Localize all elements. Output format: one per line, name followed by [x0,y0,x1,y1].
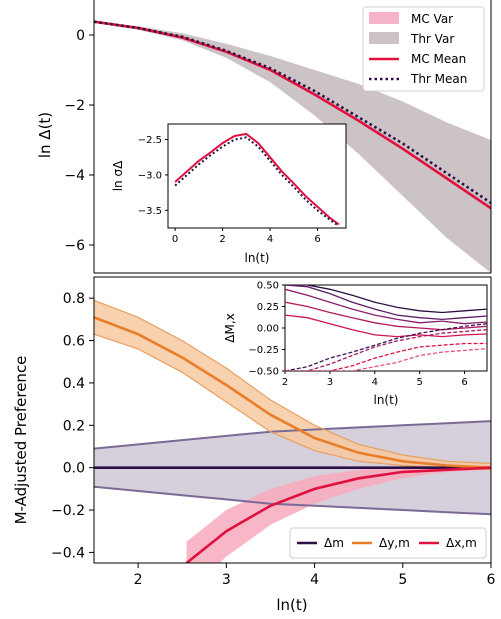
top-inset: 0 2 4 6 −2.5 −3.0 −3.5 ln(t) ln σΔ [111,123,347,265]
bottom-x-tick-label: 4 [310,572,319,588]
bottom-x-tick-label: 6 [487,572,496,588]
legend-delta-m-label: Δm [324,536,344,550]
bottom-inset-y-tick-label: −0.25 [248,345,279,356]
inset-trajectory-line [285,288,487,325]
bottom-plot-area [94,299,491,563]
top-inset-plot-area [174,132,340,227]
bottom-y-tick-label: −0.2 [51,503,85,519]
inset-mc-line [174,132,340,226]
top-inset-x-tick-label: 4 [267,234,273,245]
top-plot-area [94,20,491,273]
bottom-inset-y-tick-label: 0.00 [257,324,279,335]
bottom-x-ticks: 2 3 4 5 6 [134,563,496,588]
top-inset-x-label: ln(t) [244,251,269,265]
top-inset-x-tick-label: 2 [219,234,225,245]
legend-mc-var-swatch [369,12,399,24]
top-legend: MC Var Thr Var MC Mean Thr Mean [362,6,485,92]
inset-trajectory-line [285,347,487,371]
top-y-tick-label: −6 [64,238,85,254]
bottom-y-ticks: 0.8 0.6 0.4 0.2 0.0 −0.2 −0.4 [51,291,94,561]
bottom-inset-x-tick-label: 2 [282,377,288,388]
legend-mc-mean-label: MC Mean [411,52,466,66]
top-y-tick-label: −4 [64,168,85,184]
bottom-x-tick-label: 2 [134,572,143,588]
top-y-axis-label: ln Δ(t) [36,112,54,158]
bottom-inset-y-tick-label: −0.50 [248,367,279,378]
delta-xm-line [185,466,491,563]
top-y-ticks: 0 −2 −4 −6 [64,28,94,254]
delta-m-upper-edge [94,420,491,450]
top-y-tick-label: −2 [64,98,85,114]
bottom-x-tick-label: 3 [222,572,231,588]
delta-xm-band [186,467,491,563]
bottom-inset-y-tick-label: 0.25 [257,302,279,313]
bottom-frame [93,276,492,564]
delta-m-lower-edge [94,485,491,516]
bottom-inset-x-ticks: 2 3 4 5 6 [282,371,468,388]
bottom-y-axis-label: M-Adjusted Preference [12,356,30,525]
top-y-tick-label: 0 [76,28,85,44]
bottom-inset-x-label: ln(t) [373,393,398,407]
top-inset-y-label: ln σΔ [111,160,125,191]
top-legend-frame [362,6,485,92]
bottom-y-tick-label: −0.4 [51,545,85,561]
bottom-legend-frame [289,527,487,559]
delta-ym-upper-edge [94,299,491,464]
top-inset-x-tick-label: 6 [314,234,320,245]
legend-delta-ym-label: Δy,m [379,536,410,550]
legend-thr-var-label: Thr Var [410,32,454,46]
delta-ym-band [94,300,491,470]
top-inset-x-tick-label: 0 [172,234,178,245]
bottom-y-tick-label: 0.8 [63,291,85,307]
thr-var-band [94,21,491,273]
legend-thr-mean-label: Thr Mean [410,72,467,86]
thr-mean-line [94,20,491,205]
legend-mc-var-label: MC Var [411,12,453,26]
bottom-y-tick-label: 0.6 [63,334,85,350]
bottom-panel: 0.8 0.6 0.4 0.2 0.0 −0.2 −0.4 2 3 4 5 6 ln(t) M-Ad… [12,276,496,614]
bottom-inset-y-label: ΔM,x [223,313,237,342]
top-panel: 0 −2 −4 −6 ln Δ(t) MC Var Thr Var MC Mean T… [36,0,492,274]
inset-trajectory-line [285,323,487,371]
inset-thr-line [174,136,340,227]
top-inset-y-tick-label: −2.5 [138,135,162,146]
bottom-x-axis-label: ln(t) [276,596,307,614]
inset-trajectory-line [285,301,487,331]
legend-thr-var-swatch [369,32,399,44]
bottom-inset-x-tick-label: 3 [327,377,333,388]
delta-ym-line [94,316,491,469]
bottom-inset-y-tick-label: 0.50 [257,281,279,292]
inset-trajectory-line [285,285,487,321]
bottom-y-tick-label: 0.2 [63,418,85,434]
top-inset-y-tick-label: −3.0 [138,170,162,181]
bottom-y-tick-label: 0.0 [63,461,85,477]
bottom-legend: Δm Δy,m Δx,m [289,527,487,559]
top-inset-x-ticks: 0 2 4 6 [172,228,321,245]
inset-trajectory-line [285,329,487,371]
bottom-inset-y-ticks: 0.50 0.25 0.00 −0.25 −0.50 [248,281,285,378]
legend-delta-xm-label: Δx,m [446,536,477,550]
bottom-x-tick-label: 5 [398,572,407,588]
bottom-inset: 2 3 4 5 6 0.50 0.25 0.00 −0.25 −0.50 ln(t) ΔM,x [223,281,488,407]
top-inset-y-ticks: −2.5 −3.0 −3.5 [138,135,168,217]
bottom-y-tick-label: 0.4 [63,376,85,392]
bottom-inset-x-tick-label: 4 [372,377,378,388]
top-inset-frame [167,123,347,229]
inset-trajectory-line [285,285,487,314]
bottom-inset-x-tick-label: 6 [461,377,467,388]
bottom-inset-x-tick-label: 5 [416,377,422,388]
inset-trajectory-line [285,314,487,338]
inset-trajectory-line [285,342,487,371]
bottom-inset-plot-area [285,285,487,371]
top-inset-y-tick-label: −3.5 [138,206,162,217]
